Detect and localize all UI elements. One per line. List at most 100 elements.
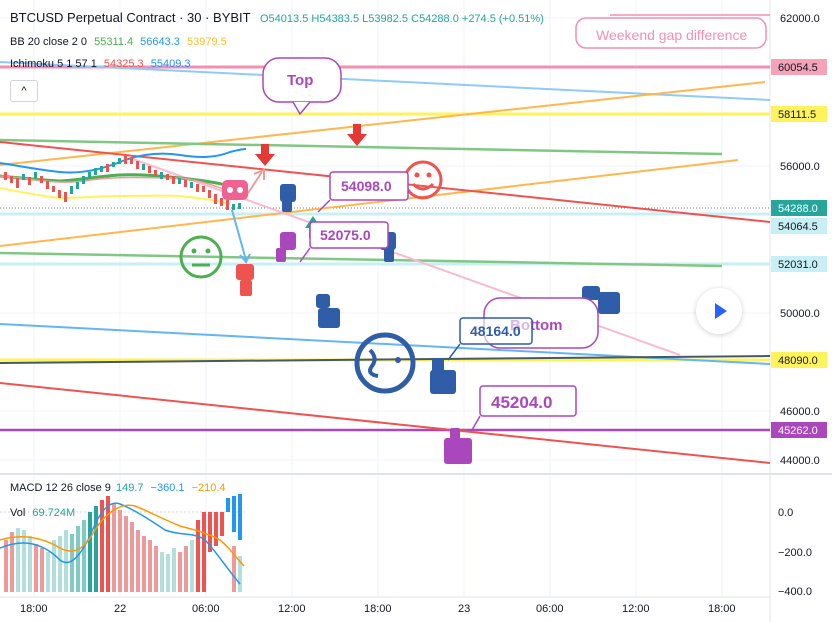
pointing-hand-icon [316,294,340,328]
pointing-hand-icon [280,184,296,212]
time-tick: 06:00 [192,603,220,615]
down-arrow-icon [347,124,367,146]
price-tag-bg [771,218,827,234]
ichimoku-label: Ichimoku 5 1 57 1 [10,58,97,70]
bb-basis-value: 55311.4 [94,36,134,48]
owl-sticker-icon [222,180,248,200]
weekend-label: Weekend gap difference [596,27,747,43]
bb-label: BB 20 close 2 0 [10,36,88,48]
price-tag: 54288.0 [778,203,818,215]
price-callout-3-label: 48164.0 [470,323,521,339]
pointing-hand-icon [582,286,620,314]
price-callout-3 [459,317,533,345]
macd-line [0,502,241,585]
price-tick: 62000.0 [780,13,820,25]
trendline-orange-top [0,81,766,166]
trendline-green-top [0,138,723,156]
pointing-hand-icon [236,264,254,296]
bb-legend[interactable]: BB 20 close 2 0 55311.4 56643.3 53979.5 [10,36,227,48]
wink-face-icon [354,332,416,394]
price-tag-bg [771,106,827,122]
ichimoku-line-blue [0,148,247,174]
macd-legend[interactable]: MACD 12 26 close 9 149.7 −360.1 −210.4 [10,482,226,494]
trend-lines[interactable] [0,61,771,464]
price-tag-bg [771,352,827,368]
trendline-orange-bottom [0,159,739,247]
price-tick: 46000.0 [780,406,820,418]
down-arrow-icon [255,144,275,166]
ohlc-change: +274.5 (+0.51%) [461,13,544,25]
macd-label: MACD 12 26 close 9 [10,482,111,494]
price-tag-bg [771,59,827,75]
bb-lower-band [0,187,231,205]
bb-upper-value: 56643.3 [140,36,180,48]
price-tag: 54064.5 [778,221,818,233]
price-tag-bg [771,200,827,216]
macd-pane[interactable] [0,494,245,592]
price-callout-2 [309,221,389,249]
ohlc-values: O54013.5 H54383.5 L53982.5 C54288.0 +274… [260,13,544,25]
price-callout-2-label: 52075.0 [320,227,371,243]
symbol-title: BTCUSD Perpetual Contract · 30 · BYBIT [10,10,251,25]
pointing-hand-icon [276,232,296,262]
time-tick: 18:00 [708,603,736,615]
time-tick: 22 [114,603,126,615]
ichimoku-legend[interactable]: Ichimoku 5 1 57 1 54325.3 55409.3 [10,58,191,70]
price-tick: 56000.0 [780,161,820,173]
bb-lower-value: 53979.5 [186,36,227,48]
collapse-legend-button[interactable]: ^ [10,80,38,102]
price-callout-1-label: 54098.0 [341,178,392,194]
macd-tick: −200.0 [778,547,812,559]
pointing-hand-icon [444,428,472,464]
ohlc-low: 53982.5 [368,13,409,25]
price-axis[interactable]: 62000.0 56000.0 50000.0 46000.0 44000.0 … [771,13,827,598]
ohlc-close-label: C [411,13,420,25]
candles [4,156,241,210]
time-axis[interactable]: 18:00 22 06:00 12:00 18:00 23 06:00 12:0… [20,603,736,615]
price-callout-4 [479,385,577,417]
time-tick: 12:00 [278,603,306,615]
symbol-legend[interactable]: BTCUSD Perpetual Contract · 30 · BYBIT O… [10,10,544,25]
time-tick: 18:00 [364,603,392,615]
trendline-dark [0,355,771,364]
callouts[interactable]: Top Weekend gap difference 54098.0 52075… [262,17,767,431]
time-tick: 23 [458,603,470,615]
volume-value: 69.724M [32,507,76,519]
macd-line-value: −360.1 [150,482,185,494]
volume-legend[interactable]: Vol 69.724M [10,507,75,519]
pointing-hand-icon [430,358,456,394]
price-tag-bg [771,422,827,438]
trendline-blue-top [0,61,771,101]
ohlc-open: 54013.5 [268,13,309,25]
macd-histogram [4,494,242,592]
price-tag: 52031.0 [778,259,818,271]
macd-tick: −400.0 [778,586,812,598]
price-tag: 58111.5 [778,109,816,121]
path-arrow-up [245,171,263,197]
chevron-up-icon: ^ [21,85,27,97]
ichimoku-value-1: 54325.3 [103,58,144,70]
ohlc-open-label: O [259,13,269,25]
price-series[interactable] [0,148,247,210]
trendline-red-bottom [0,382,771,464]
time-tick: 06:00 [536,603,564,615]
price-tag: 60054.5 [778,62,818,74]
price-tag-bg [771,256,827,272]
macd-tick: 0.0 [778,507,793,519]
ohlc-low-label: L [362,13,369,25]
neutral-face-icon [179,235,223,279]
ohlc-high-label: H [311,13,320,25]
ichimoku-value-2: 55409.3 [150,58,191,70]
price-callout-1 [329,171,409,201]
ohlc-close: 54288.0 [419,13,459,25]
price-tag: 48090.0 [778,355,818,367]
ohlc-high: 54383.5 [319,13,360,25]
time-tick: 18:00 [20,603,48,615]
play-button[interactable] [696,288,742,334]
top-label: Top [287,72,313,89]
drawings[interactable] [179,124,620,464]
smiley-icon [403,160,443,200]
trendline-green-bottom [0,251,723,268]
price-callout-4-label: 45204.0 [491,393,552,412]
